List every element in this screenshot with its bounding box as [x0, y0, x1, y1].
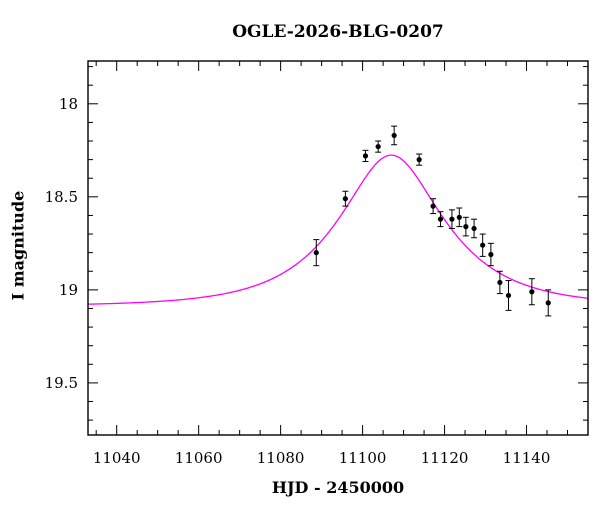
data-point [313, 250, 319, 256]
data-point [437, 216, 444, 222]
data-point [463, 224, 469, 230]
data-point [480, 242, 486, 248]
data-point [545, 300, 551, 306]
x-tick-label: 11060 [175, 449, 223, 467]
data-point [391, 132, 397, 139]
y-tick-label: 18 [59, 95, 78, 113]
data-point [342, 196, 348, 202]
data-point [416, 157, 422, 163]
x-tick-label: 11080 [257, 449, 305, 467]
data-point [529, 289, 535, 295]
data-point [471, 225, 477, 232]
data-point [449, 216, 455, 222]
data-point [505, 292, 512, 299]
data-point [430, 203, 436, 209]
x-tick-label: 11100 [339, 449, 387, 467]
x-axis-label: HJD - 2450000 [271, 478, 405, 497]
data-point [362, 153, 369, 159]
y-tick-label: 19.5 [45, 374, 78, 392]
x-tick-label: 11040 [93, 449, 141, 467]
data-point [375, 143, 381, 150]
y-axis-label: I magnitude [8, 190, 28, 301]
model-fit-curve [87, 154, 589, 305]
axis-ticks-layer: 11040 11060 11080 11100 11120 11140 18 18.5 19 19… [45, 61, 589, 467]
data-points-layer [313, 125, 552, 317]
model-curve-layer [87, 154, 589, 305]
x-tick-label: 11140 [503, 449, 551, 467]
data-point [456, 214, 462, 220]
x-tick-label: 11120 [421, 449, 469, 467]
data-point [497, 279, 503, 286]
plot-frame [87, 60, 589, 436]
y-tick-label: 18.5 [45, 188, 78, 206]
y-tick-label: 19 [59, 281, 78, 299]
chart-title: OGLE-2026-BLG-0207 [232, 22, 444, 42]
data-point [488, 251, 494, 258]
